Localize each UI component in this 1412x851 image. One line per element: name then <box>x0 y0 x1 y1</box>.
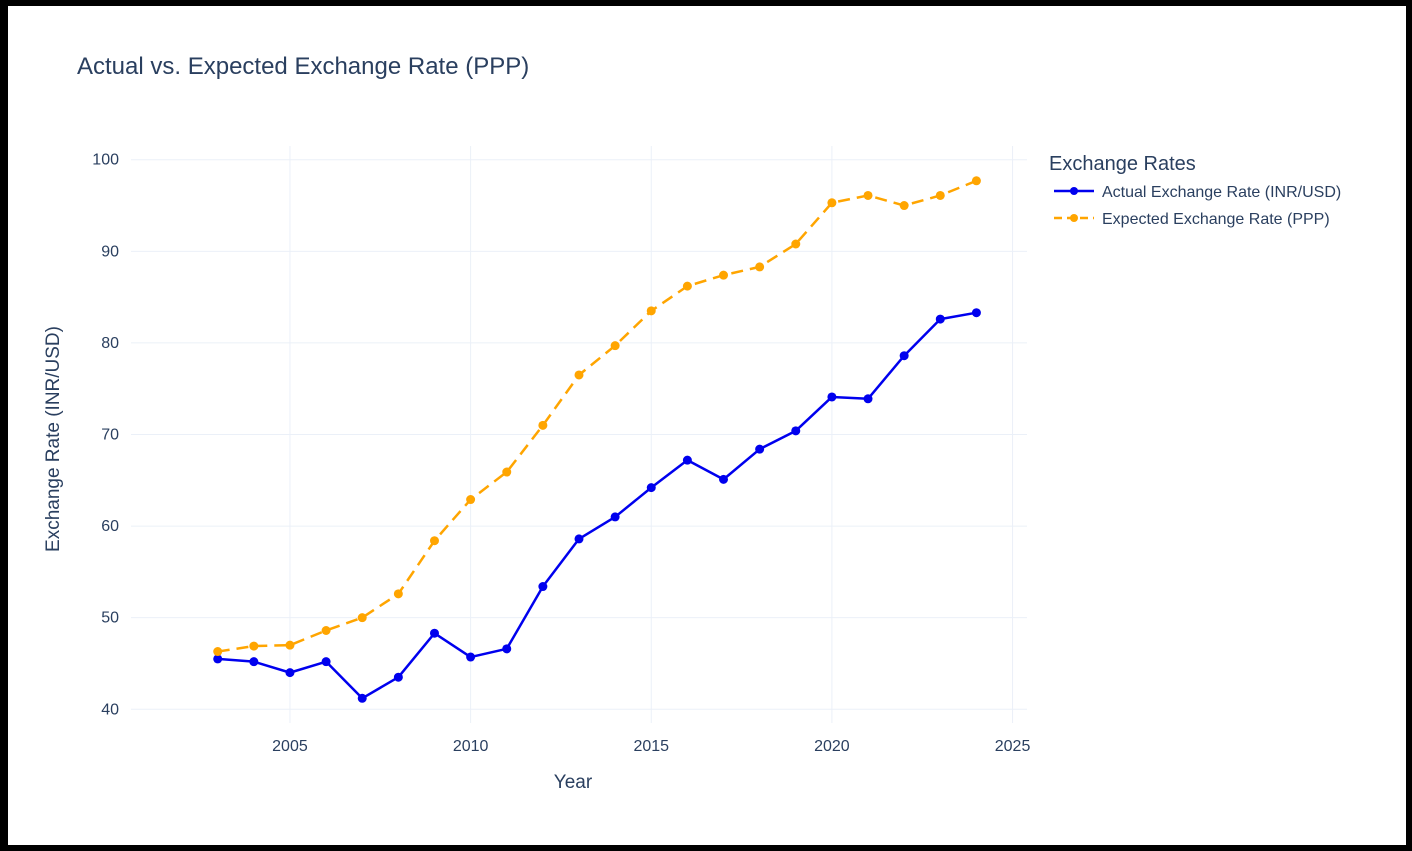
data-point[interactable] <box>574 370 584 380</box>
x-axis-ticks: 2005 2010 2015 2020 2025 <box>272 738 1030 755</box>
y-axis-title: Exchange Rate (INR/USD) <box>43 326 64 552</box>
data-point[interactable] <box>213 647 223 657</box>
y-tick-label: 80 <box>101 335 119 352</box>
legend-label-actual: Actual Exchange Rate (INR/USD) <box>1102 184 1341 201</box>
data-point[interactable] <box>863 190 873 200</box>
data-point[interactable] <box>249 657 259 667</box>
data-point[interactable] <box>827 392 837 402</box>
series-line <box>217 179 977 653</box>
data-point[interactable] <box>971 176 981 186</box>
legend-item-actual[interactable]: Actual Exchange Rate (INR/USD) <box>1054 184 1341 201</box>
data-point[interactable] <box>321 657 331 667</box>
data-point[interactable] <box>935 314 945 324</box>
y-tick-label: 60 <box>101 518 119 535</box>
series-layer <box>213 176 981 703</box>
legend[interactable]: Exchange Rates Actual Exchange Rate (INR… <box>1049 153 1341 228</box>
x-tick-label: 2010 <box>453 738 489 755</box>
data-point[interactable] <box>755 262 765 272</box>
data-point[interactable] <box>610 341 620 351</box>
legend-label-expected: Expected Exchange Rate (PPP) <box>1102 211 1330 228</box>
data-point[interactable] <box>935 190 945 200</box>
data-point[interactable] <box>755 444 765 454</box>
data-point[interactable] <box>646 483 656 493</box>
x-tick-label: 2020 <box>814 738 850 755</box>
data-point[interactable] <box>538 420 548 430</box>
data-point[interactable] <box>863 394 873 404</box>
data-point[interactable] <box>249 641 259 651</box>
data-point[interactable] <box>682 455 692 465</box>
chart-title: Actual vs. Expected Exchange Rate (PPP) <box>77 53 529 80</box>
data-point[interactable] <box>610 512 620 522</box>
data-point[interactable] <box>466 652 476 662</box>
data-point[interactable] <box>827 198 837 208</box>
grid-lines <box>131 146 1027 723</box>
legend-title: Exchange Rates <box>1049 153 1196 175</box>
y-axis-ticks: 40 50 60 70 80 90 100 <box>92 152 119 719</box>
legend-marker-expected <box>1070 214 1078 222</box>
x-tick-label: 2005 <box>272 738 308 755</box>
data-point[interactable] <box>791 239 801 249</box>
y-tick-label: 90 <box>101 243 119 260</box>
data-point[interactable] <box>538 582 548 592</box>
data-point[interactable] <box>357 613 367 623</box>
legend-marker-actual <box>1070 187 1078 195</box>
y-tick-label: 70 <box>101 427 119 444</box>
data-point[interactable] <box>429 536 439 546</box>
data-point[interactable] <box>285 668 295 678</box>
data-point[interactable] <box>502 644 512 654</box>
data-point[interactable] <box>791 426 801 436</box>
y-tick-label: 40 <box>101 701 119 718</box>
data-point[interactable] <box>357 693 367 703</box>
data-point[interactable] <box>899 201 909 211</box>
data-point[interactable] <box>682 281 692 291</box>
data-point[interactable] <box>899 351 909 361</box>
data-point[interactable] <box>502 467 512 477</box>
data-point[interactable] <box>285 640 295 650</box>
chart-canvas: Actual vs. Expected Exchange Rate (PPP) … <box>8 6 1406 845</box>
y-tick-label: 100 <box>92 152 119 169</box>
data-point[interactable] <box>719 474 729 484</box>
data-point[interactable] <box>466 495 476 505</box>
x-tick-label: 2015 <box>633 738 669 755</box>
series-actual <box>213 308 981 703</box>
data-point[interactable] <box>213 654 223 664</box>
data-point[interactable] <box>971 308 981 318</box>
data-point[interactable] <box>321 625 331 635</box>
y-tick-label: 50 <box>101 610 119 627</box>
x-tick-label: 2025 <box>995 738 1031 755</box>
data-point[interactable] <box>429 628 439 638</box>
data-point[interactable] <box>393 589 403 599</box>
data-point[interactable] <box>646 306 656 316</box>
series-line <box>217 311 977 700</box>
data-point[interactable] <box>393 672 403 682</box>
data-point[interactable] <box>719 270 729 280</box>
data-point[interactable] <box>574 534 584 544</box>
series-expected <box>213 176 981 657</box>
x-axis-title: Year <box>554 772 593 793</box>
line-chart: Actual vs. Expected Exchange Rate (PPP) … <box>43 53 1341 793</box>
legend-item-expected[interactable]: Expected Exchange Rate (PPP) <box>1054 211 1330 228</box>
